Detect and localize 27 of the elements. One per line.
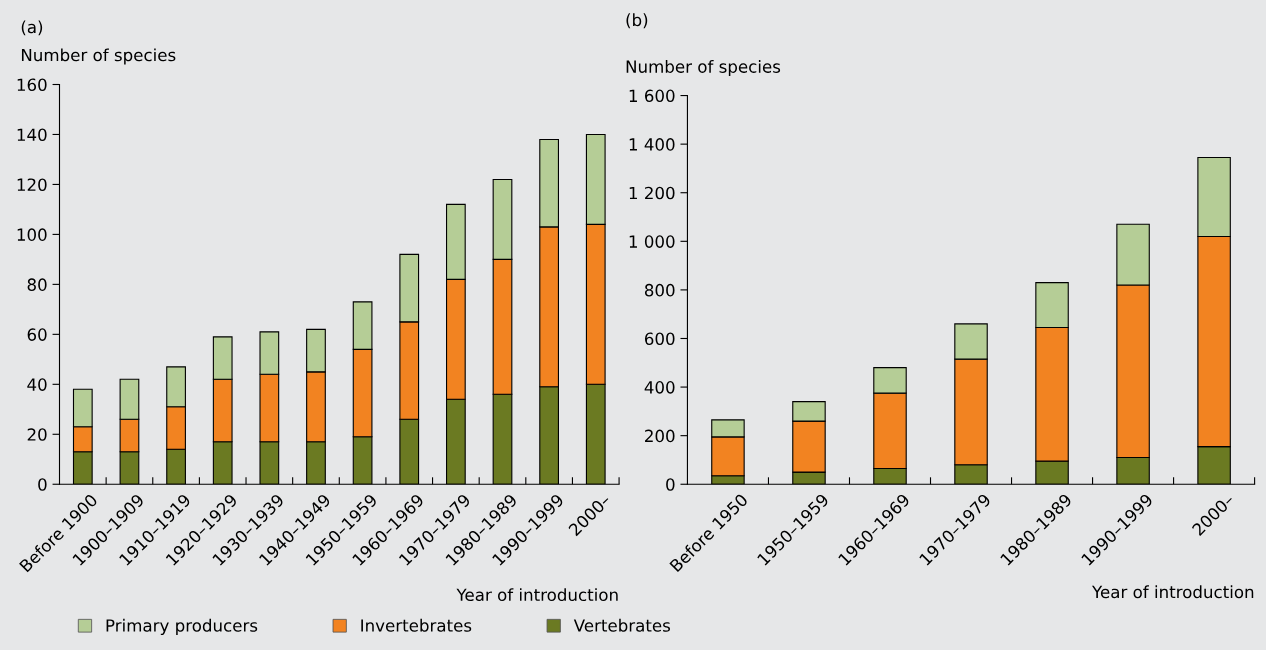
y-tick-label: 120 (17, 178, 47, 192)
y-tick-label: 80 (27, 278, 47, 291)
legend-label: Primary producers (106, 618, 258, 635)
y-tick-label: 200 (645, 429, 675, 443)
chart-title: (b) (626, 13, 648, 29)
chart-title: (a) (21, 20, 43, 36)
y-tick-label: 400 (644, 381, 675, 394)
y-tick-label: 160 (17, 78, 47, 92)
y-tick-label: 1 000 (629, 235, 675, 248)
y-tick-label: 1 600 (629, 89, 675, 103)
y-tick-label: 100 (17, 228, 47, 241)
legend-label: Invertebrates (361, 618, 472, 632)
legend-label: Vertebrates (573, 618, 671, 632)
y-axis-title: Number of species (21, 48, 176, 65)
y-tick-label: 0 (666, 478, 675, 491)
y-tick-label: 0 (38, 478, 47, 491)
y-axis-title: Number of species (626, 59, 781, 77)
y-tick-label: 600 (644, 332, 675, 346)
y-tick-label: 20 (27, 428, 47, 441)
x-axis-title: Year of introduction (456, 588, 618, 602)
y-tick-label: 60 (27, 328, 47, 341)
y-tick-label: 800 (644, 283, 675, 297)
x-axis-title: Year of introduction (1091, 585, 1254, 599)
y-tick-label: 1 200 (629, 186, 675, 200)
y-tick-label: 40 (27, 378, 47, 391)
y-tick-label: 140 (17, 128, 47, 142)
y-tick-label: 1 400 (629, 138, 675, 151)
